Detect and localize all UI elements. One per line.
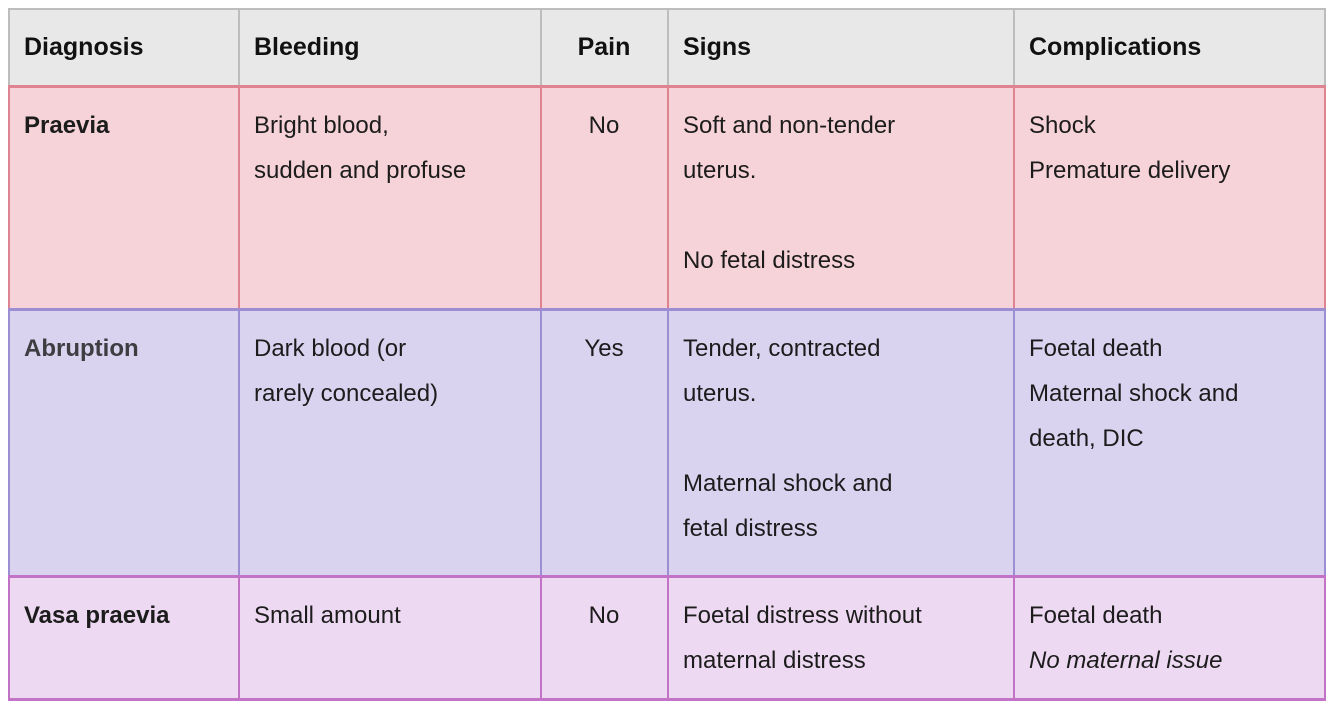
- cell-line: sudden and profuse: [254, 157, 467, 184]
- cell-line: Foetal death: [1029, 602, 1163, 629]
- cell-line: No maternal issue: [1029, 647, 1223, 674]
- cell-line: No fetal distress: [683, 247, 856, 274]
- table-cell: No: [542, 85, 669, 308]
- table-cell: Praevia: [8, 85, 240, 308]
- cell-line: Bright blood,: [254, 112, 389, 139]
- cell-line: Praevia: [24, 112, 110, 139]
- blank-line: [683, 193, 998, 238]
- table-cell: No: [542, 575, 669, 701]
- table-row-praevia: Praevia Bright blood, sudden and profuse No…: [8, 85, 1326, 308]
- cell-line: No: [588, 112, 620, 139]
- column-header-complications: Complications: [1015, 8, 1326, 85]
- cell-line: No: [588, 602, 620, 629]
- cell-line: Maternal shock and: [683, 470, 893, 497]
- table-cell: Abruption: [8, 308, 240, 575]
- table-cell: Foetal death No maternal issue: [1015, 575, 1326, 701]
- table-cell: Foetal death Maternal shock and death, DIC: [1015, 308, 1326, 575]
- cell-line: Shock: [1029, 112, 1096, 139]
- table-cell: Foetal distress without maternal distress: [669, 575, 1015, 701]
- blank-line: [683, 416, 998, 461]
- cell-line: Premature delivery: [1029, 157, 1231, 184]
- cell-line: Foetal distress without: [683, 602, 922, 629]
- cell-line: Tender, contracted: [683, 335, 881, 362]
- cell-line: Abruption: [24, 335, 139, 362]
- cell-line: uterus.: [683, 157, 757, 184]
- column-header-pain: Pain: [542, 8, 669, 85]
- cell-line: Small amount: [254, 602, 401, 629]
- table-body: Praevia Bright blood, sudden and profuse No…: [8, 85, 1326, 701]
- table-row-vasa-praevia: Vasa praevia Small amount No Foetal distres…: [8, 575, 1326, 701]
- table-cell: Tender, contracted uterus. Maternal shock…: [669, 308, 1015, 575]
- cell-line: Maternal shock and: [1029, 380, 1239, 407]
- column-header-signs: Signs: [669, 8, 1015, 85]
- cell-line: Soft and non-tender: [683, 112, 896, 139]
- header-row: Diagnosis Bleeding Pain Signs Complications: [8, 8, 1326, 85]
- comparison-table: Diagnosis Bleeding Pain Signs Complications …: [8, 8, 1326, 701]
- cell-line: Foetal death: [1029, 335, 1163, 362]
- cell-line: maternal distress: [683, 647, 866, 674]
- column-header-bleeding: Bleeding: [240, 8, 542, 85]
- table-cell: Dark blood (or rarely concealed): [240, 308, 542, 575]
- column-header-diagnosis: Diagnosis: [8, 8, 240, 85]
- cell-line: Vasa praevia: [24, 602, 170, 629]
- cell-line: rarely concealed): [254, 380, 439, 407]
- table-cell: Vasa praevia: [8, 575, 240, 701]
- table-cell: Shock Premature delivery: [1015, 85, 1326, 308]
- table-cell: Small amount: [240, 575, 542, 701]
- cell-line: Yes: [584, 335, 624, 362]
- table-cell: Soft and non-tender uterus. No fetal dist…: [669, 85, 1015, 308]
- table-cell: Bright blood, sudden and profuse: [240, 85, 542, 308]
- cell-line: uterus.: [683, 380, 757, 407]
- table-cell: Yes: [542, 308, 669, 575]
- table-row-abruption: Abruption Dark blood (or rarely concealed)…: [8, 308, 1326, 575]
- cell-line: death, DIC: [1029, 425, 1144, 452]
- cell-line: Dark blood (or: [254, 335, 407, 362]
- table-header: Diagnosis Bleeding Pain Signs Complications: [8, 8, 1326, 85]
- cell-line: fetal distress: [683, 515, 818, 542]
